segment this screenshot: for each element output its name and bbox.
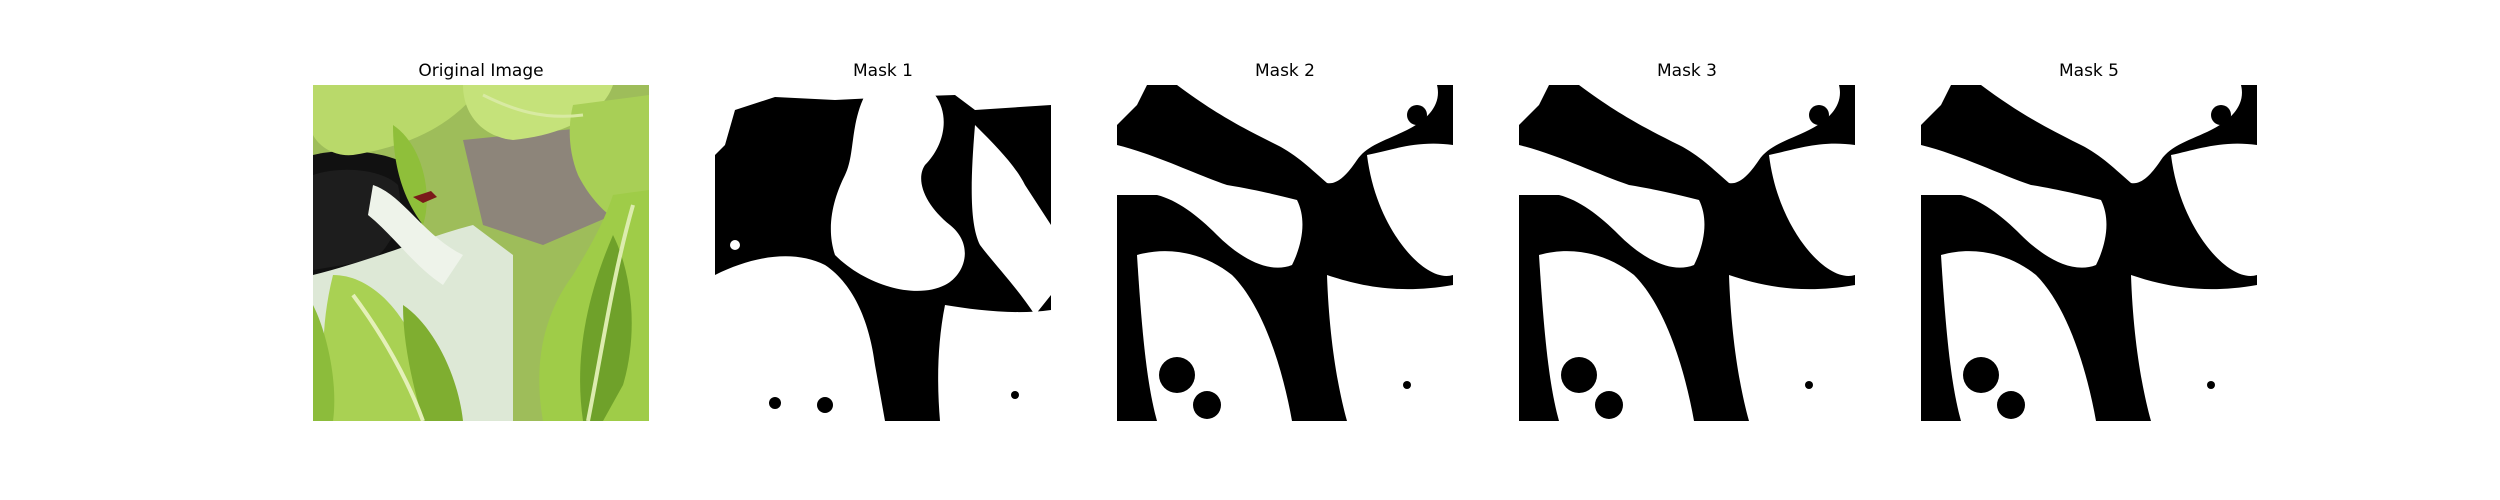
panel-title: Mask 2 — [1254, 61, 1315, 81]
mask-2-image — [1117, 85, 1453, 421]
panel-title: Mask 1 — [852, 61, 913, 81]
panel-mask-5: Mask 5 — [1921, 58, 2257, 421]
panel-mask-1: Mask 1 — [715, 58, 1051, 421]
original-photo — [313, 85, 649, 421]
panel-original-image: Original Image — [313, 58, 649, 421]
panel-title: Original Image — [418, 61, 544, 81]
panel-mask-2: Mask 2 — [1117, 58, 1453, 421]
panel-mask-3: Mask 3 — [1519, 58, 1855, 421]
mask-3-image — [1519, 85, 1855, 421]
mask-1-image — [715, 85, 1051, 421]
mask-5-image — [1921, 85, 2257, 421]
panel-title: Mask 3 — [1656, 61, 1717, 81]
panel-title: Mask 5 — [2058, 61, 2119, 81]
